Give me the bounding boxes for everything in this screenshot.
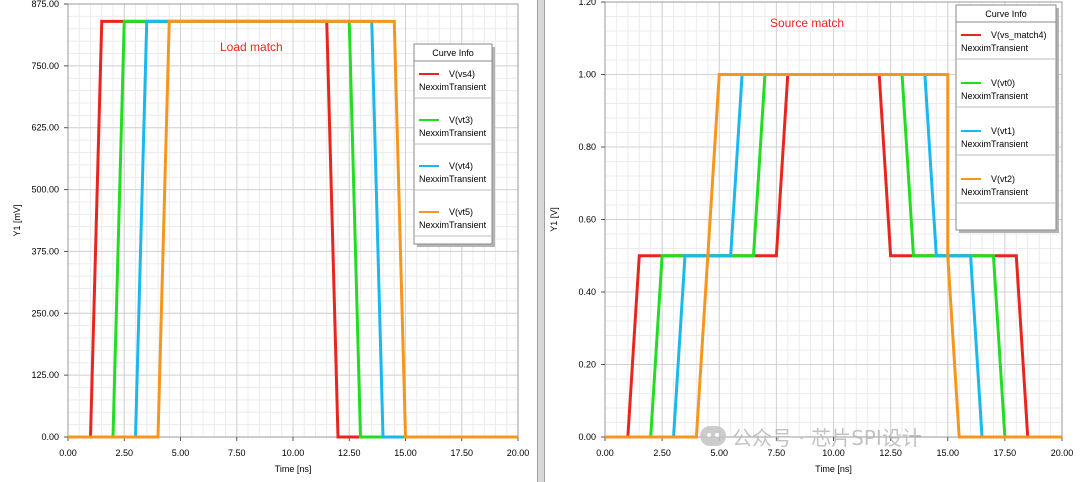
legend-entry-source: NexximTransient: [419, 174, 487, 184]
x-tick-label: 12.50: [338, 448, 361, 458]
load-match-chart-panel: 0.00 2.50 5.00 7.50 10.00 12.50 15.00 17.50 20.0…: [0, 0, 537, 482]
legend-box: [955, 4, 1057, 231]
legend-title: Curve Info: [432, 48, 474, 58]
x-tick-label: 7.50: [768, 448, 786, 458]
x-axis-label: Time [ns]: [275, 464, 312, 474]
x-tick-label: 17.50: [450, 448, 473, 458]
x-tick-label: 5.00: [710, 448, 728, 458]
y-tick-label: 0.80: [578, 142, 596, 152]
y-tick-label: 1.00: [578, 70, 596, 80]
x-tick-label: 10.00: [822, 448, 845, 458]
legend-entry-source: NexximTransient: [419, 82, 487, 92]
source-match-chart: 0.00 2.50 5.00 7.50 10.00 12.50 15.00 17.50 20.0…: [549, 0, 1074, 474]
legend-entry-source: NexximTransient: [419, 128, 487, 138]
panel-divider[interactable]: [537, 0, 545, 482]
legend-entry-source: NexximTransient: [961, 187, 1029, 197]
legend-entry-name: V(vt3): [449, 115, 473, 125]
source-match-chart-panel: 0.00 2.50 5.00 7.50 10.00 12.50 15.00 17.50 20.0…: [545, 0, 1080, 482]
y-tick-label: 0.60: [578, 215, 596, 225]
x-tick-label: 12.50: [879, 448, 902, 458]
legend-entry-name: V(vs4): [449, 69, 475, 79]
legend-entry-name: V(vt1): [991, 126, 1015, 136]
series-line: [68, 19, 518, 439]
x-tick-label: 20.00: [1051, 448, 1074, 458]
y-axis-label: Y1 [mV]: [12, 204, 22, 236]
legend-entry-name: V(vt4): [449, 161, 473, 171]
legend-entry-source: NexximTransient: [961, 91, 1029, 101]
chart-annotation: Source match: [770, 16, 844, 30]
x-tick-label: 0.00: [596, 448, 614, 458]
legend-entry-name: V(vt5): [449, 207, 473, 217]
y-tick-label: 250.00: [31, 308, 59, 318]
x-tick-label: 7.50: [228, 448, 246, 458]
x-tick-label: 2.50: [653, 448, 671, 458]
wechat-logo-icon: [700, 426, 726, 446]
y-tick-label: 1.20: [578, 0, 596, 7]
y-tick-label: 750.00: [31, 61, 59, 71]
x-tick-label: 2.50: [115, 448, 133, 458]
legend-entry-source: NexximTransient: [961, 139, 1029, 149]
series-line: [605, 73, 1062, 439]
y-tick-label: 0.00: [41, 432, 59, 442]
x-tick-label: 17.50: [994, 448, 1017, 458]
x-tick-label: 10.00: [282, 448, 305, 458]
y-tick-label: 625.00: [31, 123, 59, 133]
legend-title: Curve Info: [985, 9, 1027, 19]
y-tick-label: 125.00: [31, 370, 59, 380]
x-tick-label: 0.00: [59, 448, 77, 458]
y-tick-label: 0.20: [578, 360, 596, 370]
x-tick-label: 15.00: [936, 448, 959, 458]
y-tick-label: 0.40: [578, 287, 596, 297]
legend-entry-name: V(vs_match4): [991, 30, 1047, 40]
y-tick-label: 875.00: [31, 0, 59, 9]
legend-entry-name: V(vt2): [991, 174, 1015, 184]
y-tick-label: 500.00: [31, 185, 59, 195]
y-tick-label: 0.00: [578, 432, 596, 442]
x-tick-label: 5.00: [172, 448, 190, 458]
y-tick-label: 375.00: [31, 246, 59, 256]
watermark-text: 公众号 · 芯片SPI设计: [732, 425, 922, 450]
x-tick-label: 20.00: [507, 448, 530, 458]
load-match-chart: 0.00 2.50 5.00 7.50 10.00 12.50 15.00 17.50 20.0…: [12, 0, 530, 474]
legend-entry-source: NexximTransient: [419, 220, 487, 230]
legend-entry-source: NexximTransient: [961, 43, 1029, 53]
x-tick-label: 15.00: [394, 448, 417, 458]
legend-entry-name: V(vt0): [991, 78, 1015, 88]
y-axis-label: Y1 [V]: [549, 207, 559, 232]
x-axis-label: Time [ns]: [815, 464, 852, 474]
chart-annotation: Load match: [220, 40, 283, 54]
watermark: 公众号 · 芯片SPI设计: [700, 424, 922, 450]
